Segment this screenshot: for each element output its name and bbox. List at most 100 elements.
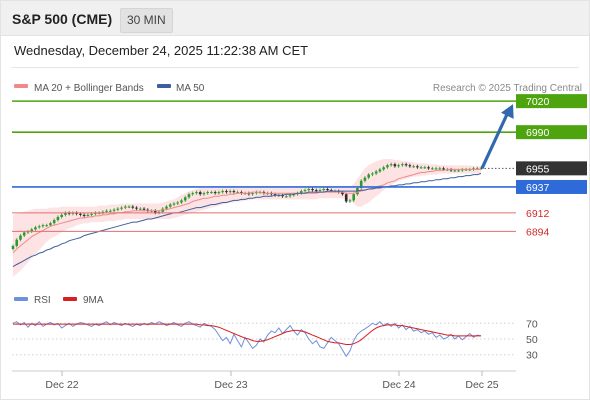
candle-body [314,190,318,192]
candle-body [142,208,146,210]
candle-body [322,189,326,191]
candle-body [427,167,430,169]
candle-body [183,197,187,201]
candle-body [64,212,67,215]
level-label-6955: 6955 [526,163,550,175]
candle-body [363,177,367,181]
candle-body [191,193,195,195]
candle-body [210,192,213,194]
candle-body [288,195,292,197]
candle-body [460,169,464,171]
candle-body [56,216,60,221]
candle-body [442,168,445,170]
x-tick-label-2: Dec 24 [382,379,415,391]
candle-body [236,192,239,194]
candle-body [135,207,138,209]
x-tick-label-0: Dec 22 [45,379,78,391]
interval-selector[interactable]: 30 MIN [120,8,173,33]
candle-body [371,173,374,175]
candle-body [299,191,303,194]
candle-body [449,169,453,171]
rsi-tick-70: 70 [526,318,538,330]
candle-body [307,189,311,191]
chart-legend: MA 20 + Bollinger Bands MA 50 Research ©… [14,83,582,306]
candle-body [255,192,258,194]
candle-body [15,239,19,246]
x-tick-label-1: Dec 23 [214,379,247,391]
candle-body [213,192,217,194]
candle-body [168,204,172,207]
candle-body [341,192,344,195]
target-arrow-shaft [480,111,510,170]
candle-body [195,192,198,194]
candle-body [374,171,378,174]
candle-body [434,168,438,170]
candle-body [206,192,209,194]
candle-body [329,190,333,192]
candle-body [79,213,82,215]
ma50-line [12,173,482,268]
candle-body [109,210,112,212]
candle-body [19,235,22,240]
candle-body [127,206,131,208]
candle-body [146,209,150,211]
candle-body [124,206,127,208]
candle-body [94,212,97,214]
candle-body [217,192,221,194]
candle-body [22,232,26,236]
rsi-ma-legend-swatch [63,297,77,301]
candle-body [262,192,266,194]
candle-body [131,206,135,208]
candle-body [34,227,37,230]
candle-body [11,245,15,250]
header-bar: S&P 500 (CME) 30 MIN [1,1,589,36]
candle-body [318,190,322,192]
ma50-legend-label: MA 50 [176,83,205,94]
candle-body [423,167,427,169]
copyright-text: Research © 2025 Trading Central [433,83,582,94]
candle-body [82,214,86,216]
candle-body [401,164,404,166]
candle-body [116,208,120,210]
ma50-legend-swatch [157,84,171,88]
level-tag-6937 [516,179,587,194]
candle-body [397,165,400,167]
candle-body [367,174,370,178]
candle-body [221,191,224,193]
level-label-6894: 6894 [526,226,550,238]
candle-body [153,210,157,213]
rsi-ma-line [13,323,481,345]
rsi-tick-30: 30 [526,350,538,362]
candle-body [285,196,288,198]
candle-body [281,195,284,197]
candle-body [412,166,415,168]
bollinger-band [13,159,481,277]
candle-body [404,164,408,166]
level-tag-7020 [516,94,587,109]
candle-body [86,214,90,216]
candle-body [378,169,382,172]
level-label-6937: 6937 [526,182,550,194]
rsi-legend-swatch [14,297,28,301]
candle-body [240,192,243,194]
candle-body [382,167,385,170]
level-label-7020: 7020 [526,96,550,108]
candle-body [45,225,48,227]
candle-body [472,168,475,170]
candle-body [326,189,329,191]
candle-body [228,191,232,193]
candle-body [408,165,412,167]
candle-body [475,168,479,170]
candle-body [75,212,78,214]
candle-body [225,191,228,193]
candle-body [344,194,348,202]
candle-body [60,214,63,217]
candle-body [41,225,45,227]
candle-body [457,170,460,172]
ma20-legend-swatch [14,84,28,88]
rsi-tick-50: 50 [526,334,538,346]
candle-body [52,220,56,224]
candle-body [187,194,191,198]
candle-body [138,208,142,210]
